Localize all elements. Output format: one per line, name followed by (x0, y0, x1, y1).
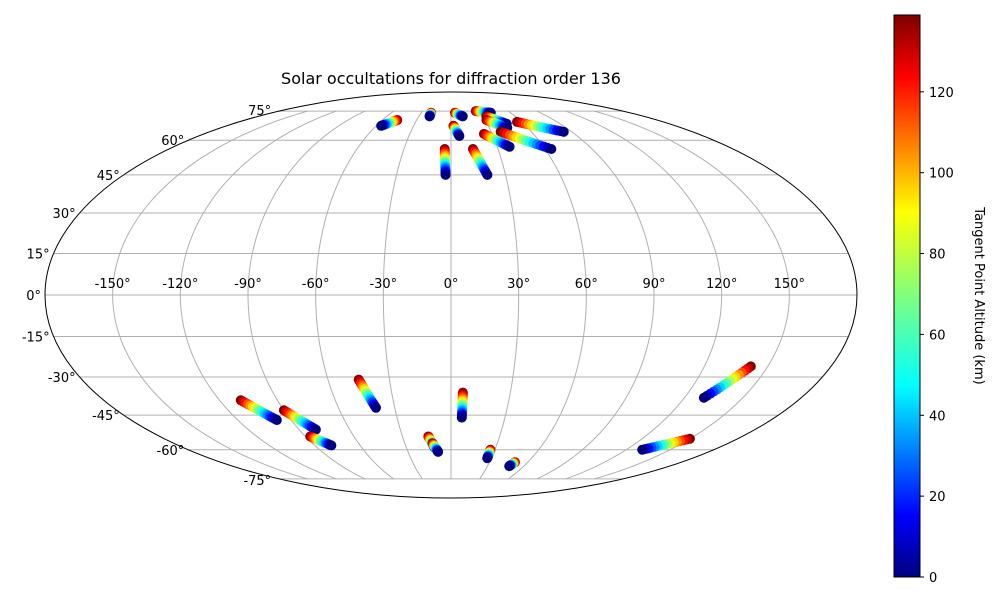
occultation-point (546, 144, 557, 155)
occultation-point (456, 412, 467, 423)
lat-tick-label: -30° (48, 371, 76, 386)
lat-tick-label: 15° (27, 247, 50, 262)
lat-tick-label: 75° (248, 104, 271, 119)
colorbar-label: Tangent Point Altitude (km) (971, 206, 986, 384)
lon-tick-label: 0° (444, 277, 459, 292)
colorbar-tick-label: 120 (929, 86, 954, 101)
lon-tick-label: 150° (774, 277, 805, 292)
occultation-track (353, 374, 381, 413)
grid-meridian (479, 110, 520, 480)
occultation-point (504, 461, 515, 472)
lon-tick-label: 30° (507, 277, 530, 292)
graticule-grid (45, 110, 857, 480)
grid-meridian (179, 110, 337, 480)
occultation-track (235, 395, 282, 426)
lat-tick-label: 45° (97, 169, 120, 184)
occultation-point (433, 446, 444, 457)
occultation-track (482, 444, 496, 464)
colorbar-tick-label: 60 (929, 328, 946, 343)
chart-title: Solar occultations for diffraction order… (281, 69, 621, 88)
longitude-tick-labels: -150° -120° -90° -60° -30° 0° 30° 60° 90° 120° 150… (95, 277, 805, 292)
grid-meridian (536, 110, 655, 480)
colorbar-ticks: 0 20 40 60 80 100 120 (920, 86, 954, 586)
lat-tick-label: 0° (26, 289, 41, 304)
occultation-track (467, 144, 493, 180)
lat-tick-label: -45° (92, 409, 120, 424)
lat-tick-label: 60° (161, 134, 184, 149)
lon-tick-label: 120° (706, 277, 737, 292)
colorbar-tick-label: 40 (929, 409, 946, 424)
occultation-point (424, 111, 435, 122)
occultation-point (558, 126, 569, 137)
occultation-point (326, 440, 337, 451)
lon-tick-label: -120° (162, 277, 198, 292)
occultation-point (482, 453, 493, 464)
occultation-point (440, 169, 451, 180)
occultation-point (482, 169, 493, 180)
occultation-point (637, 444, 648, 455)
lon-tick-label: -90° (234, 277, 262, 292)
occultation-track (427, 438, 444, 457)
occultation-point (310, 424, 321, 435)
occultation-track (439, 144, 451, 180)
grid-meridian (507, 110, 587, 480)
occultation-track (495, 126, 557, 155)
colorbar (893, 14, 921, 578)
lon-tick-label: -150° (95, 277, 131, 292)
occultation-track (424, 107, 437, 122)
grid-meridian (382, 110, 423, 480)
colorbar-tick-label: 0 (929, 571, 937, 586)
grid-meridian (594, 110, 790, 480)
occultation-track (448, 120, 465, 141)
occultation-points (235, 106, 756, 472)
occultation-track (376, 115, 403, 131)
occultation-track (456, 387, 468, 423)
lon-tick-label: -60° (302, 277, 330, 292)
occultation-track (278, 405, 321, 435)
occultation-track (698, 361, 756, 403)
latitude-tick-labels: 75° 60° 45° 30° 15° 0° -15° -30° -45° -60° -75° (22, 104, 271, 489)
occultation-point (271, 415, 282, 426)
occultation-track (449, 107, 468, 122)
lon-tick-label: 60° (575, 277, 598, 292)
lat-tick-label: 30° (53, 207, 76, 222)
occultation-track (512, 116, 569, 137)
colorbar-tick-label: 80 (929, 248, 946, 263)
occultation-track (478, 128, 515, 152)
occultation-point (457, 111, 468, 122)
lon-tick-label: 90° (642, 277, 665, 292)
grid-meridian (112, 110, 308, 480)
lat-tick-label: -60° (157, 444, 185, 459)
colorbar-tick-label: 100 (929, 167, 954, 182)
grid-meridian (315, 110, 395, 480)
occultation-point (504, 141, 515, 152)
occultation-track (637, 433, 695, 455)
lon-tick-label: -30° (369, 277, 397, 292)
lat-tick-label: -15° (22, 331, 50, 346)
occultation-track (504, 457, 520, 472)
occultation-point (698, 392, 709, 403)
lat-tick-label: -75° (243, 474, 271, 489)
colorbar-tick-label: 20 (929, 490, 946, 505)
occultation-track (305, 431, 337, 451)
grid-meridian (565, 110, 723, 480)
grid-meridian (247, 110, 366, 480)
occultation-point (370, 402, 381, 413)
occultation-point (454, 130, 465, 141)
map-outline (44, 91, 858, 499)
occultation-point (376, 120, 387, 131)
